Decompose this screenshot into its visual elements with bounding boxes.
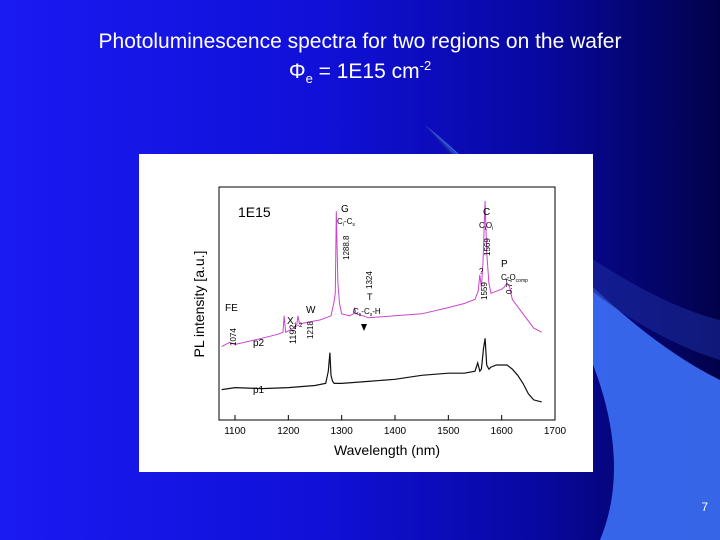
page-number: 7 xyxy=(701,500,708,514)
chart-figure: 1100 1200 1300 1400 1500 1600 1700 1E15 Wavele… xyxy=(139,154,593,472)
y-axis-label: PL intensity [a.u.] xyxy=(191,251,207,358)
annotation-c: C xyxy=(483,207,490,218)
annotation-fe: FE xyxy=(225,303,238,314)
chart-title: 1E15 xyxy=(238,204,271,220)
annotation-ci-oi: CiOi xyxy=(479,221,493,232)
annotation-077: 0.77 xyxy=(505,278,514,294)
series-line-p2 xyxy=(221,200,542,348)
annotation-p: P xyxy=(501,259,508,270)
annotation-1559: 1559 xyxy=(480,282,489,300)
x-tick-label: 1100 xyxy=(224,426,246,437)
annotation-1074: 1074 xyxy=(229,328,238,346)
pl-spectra-chart: 1100 1200 1300 1400 1500 1600 1700 1E15 Wavele… xyxy=(191,186,567,458)
annotation-1324: 1324 xyxy=(365,271,374,289)
annotation-c-ocomp: C-Ocomp xyxy=(501,273,528,284)
slide-title: Photoluminescence spectra for two region… xyxy=(98,30,622,53)
slide-subtitle: Φe = 1E15 cm-2 xyxy=(0,58,720,86)
x-axis-label: Wavelength (nm) xyxy=(334,442,440,458)
fluence-value: = 1E15 cm xyxy=(312,60,420,83)
annotation-1288: 1288.8 xyxy=(342,235,351,260)
x-tick-label: 1200 xyxy=(277,426,300,437)
series-line-p1 xyxy=(221,338,542,403)
annotation-1569: 1569 xyxy=(483,238,492,256)
x-tick-label: 1500 xyxy=(437,426,460,437)
annotation-ci-cs: Ci-Cs xyxy=(337,217,355,228)
x-tick-label: 1300 xyxy=(331,426,354,437)
annotation-t: T xyxy=(367,292,373,302)
phi-subscript: e xyxy=(305,71,313,87)
plot-frame xyxy=(218,186,556,421)
annotation-question: ? xyxy=(479,267,484,276)
x-tick-label: 1700 xyxy=(544,426,567,437)
legend-label-p1: p1 xyxy=(253,385,265,396)
annotations: FE 1074 X1-2 1192 W 1218 G Ci-Cs 1288.8 … xyxy=(225,204,528,346)
phi-symbol: Φ xyxy=(288,60,306,83)
x-tick-label: 1400 xyxy=(384,426,407,437)
annotation-w: W xyxy=(306,305,316,316)
annotation-cs-cs-h: Cs-Cs-H xyxy=(353,307,381,318)
annotation-1192: 1192 xyxy=(288,325,298,344)
annotation-x12: X1-2 xyxy=(287,316,303,329)
legend-label-p2: p2 xyxy=(253,338,265,349)
arrow-icon xyxy=(361,324,367,331)
annotation-1218: 1218 xyxy=(306,321,315,339)
x-axis-ticks: 1100 1200 1300 1400 1500 1600 1700 xyxy=(224,415,567,437)
x-tick-label: 1600 xyxy=(491,426,514,437)
fluence-unit-exponent: -2 xyxy=(419,58,432,73)
annotation-g: G xyxy=(341,204,349,215)
